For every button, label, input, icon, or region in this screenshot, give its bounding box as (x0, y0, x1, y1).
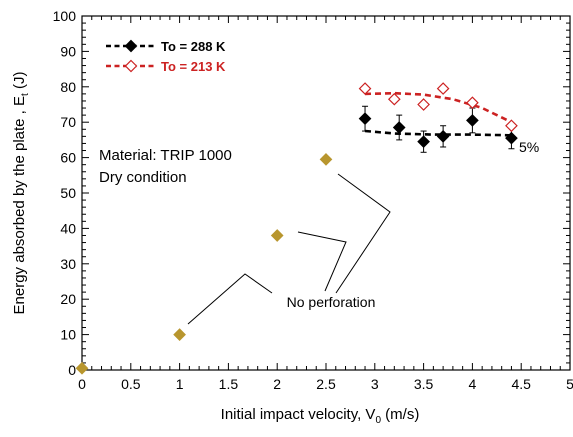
data-point-series-0 (392, 121, 406, 134)
legend-marker (124, 59, 138, 73)
data-point-series-1 (387, 92, 401, 106)
y-tick-label: 0 (68, 362, 76, 378)
data-point-series-0 (466, 114, 479, 127)
trend-line-series-0 (364, 129, 512, 137)
x-tick-label: 5 (566, 376, 573, 392)
no-perforation-label: No perforation (287, 294, 376, 310)
x-tick-label: 2 (273, 376, 281, 392)
material-annotation: Material: TRIP 1000 (99, 147, 232, 164)
y-tick-label: 10 (60, 327, 76, 343)
data-point-series-1 (358, 82, 372, 95)
x-tick-label: 2.5 (316, 376, 336, 392)
plot-frame (81, 15, 571, 371)
leader-line (187, 273, 273, 325)
y-tick-label: 30 (60, 256, 76, 272)
y-tick-label: 20 (60, 291, 76, 307)
x-tick-label: 4 (469, 376, 477, 392)
y-axis-label: Energy absorbed by the plate , Et (J) (11, 72, 31, 315)
y-tick-label: 70 (60, 114, 76, 130)
y-tick-label: 40 (60, 220, 76, 236)
data-point-series-1 (466, 96, 479, 110)
x-tick-label: 3 (371, 376, 379, 392)
y-tick-label: 80 (60, 79, 76, 95)
x-tick-label: 0.5 (121, 376, 141, 392)
y-tick-label: 60 (60, 150, 76, 166)
y-tick-label: 90 (60, 43, 76, 59)
x-tick-label: 1.5 (219, 376, 239, 392)
data-point-series-1 (417, 98, 430, 111)
data-point-series-0 (436, 130, 450, 143)
data-point-series-0 (358, 112, 372, 126)
leader-line (335, 173, 391, 294)
data-point-series-2 (319, 153, 333, 166)
condition-annotation: Dry condition (99, 169, 187, 186)
leader-line (297, 231, 347, 292)
x-tick-label: 1 (176, 376, 184, 392)
x-tick-label: 3.5 (414, 376, 434, 392)
legend-marker (124, 39, 138, 53)
y-tick-label: 100 (53, 8, 77, 24)
y-tick-label: 50 (60, 185, 76, 201)
legend-label: To = 213 K (161, 59, 226, 74)
data-point-series-2 (270, 229, 284, 242)
legend-label: To = 288 K (161, 39, 226, 54)
data-point-series-1 (436, 82, 450, 95)
percent-label: 5% (519, 139, 539, 155)
data-point-series-1 (505, 119, 518, 133)
data-point-series-2 (75, 361, 89, 375)
data-point-series-0 (505, 131, 518, 145)
x-axis-label: Initial impact velocity, V0 (m/s) (221, 406, 420, 426)
x-tick-label: 4.5 (511, 376, 531, 392)
data-point-series-2 (173, 328, 186, 341)
trend-line-series-1 (364, 91, 512, 124)
x-tick-label: 0 (78, 376, 86, 392)
data-point-series-0 (417, 135, 430, 149)
